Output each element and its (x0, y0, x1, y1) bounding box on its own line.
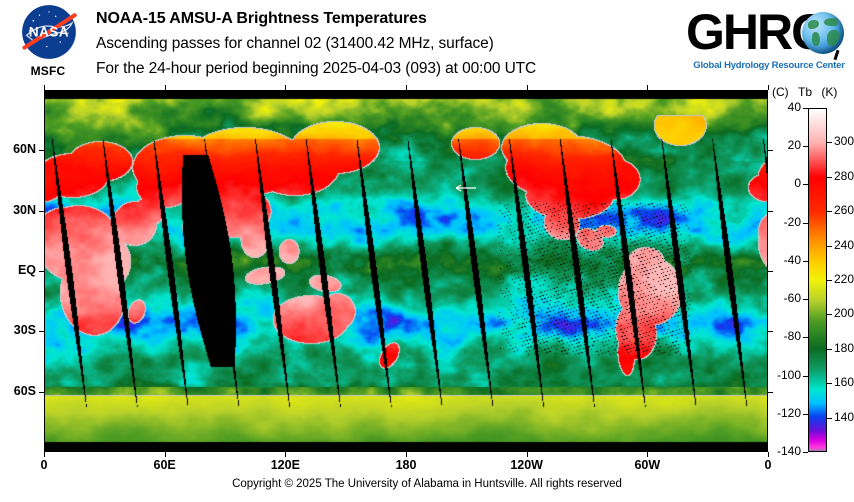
colorbar-tick-mark (803, 299, 808, 301)
channel-subtitle: Ascending passes for channel 02 (31400.4… (96, 35, 494, 52)
map-raster (45, 91, 767, 451)
colorbar-celsius-tick: -140 (776, 444, 801, 458)
x-axis-tick-label: 60W (634, 458, 661, 472)
colorbar-celsius-tick: -100 (776, 367, 801, 382)
header: NASA MSFC NOAA-15 AMSU-A Brightness Temp… (0, 0, 854, 88)
brightness-temperature-map[interactable] (44, 90, 768, 452)
colorbar-kelvin-tick: 160 (834, 375, 854, 390)
colorbar-celsius-tick: 20 (787, 138, 801, 153)
x-axis-tick-label: 60E (153, 458, 176, 472)
title-block: NOAA-15 AMSU-A Brightness Temperatures A… (96, 6, 666, 81)
colorbar-tick-mark (803, 375, 808, 377)
nasa-logo: NASA MSFC (14, 4, 82, 86)
svg-text:NASA: NASA (29, 24, 69, 39)
colorbar[interactable] (808, 108, 827, 452)
y-axis-tick-label: 30S (13, 323, 36, 338)
colorbar-kelvin-tick: 260 (834, 203, 854, 218)
x-axis-tick-mark (285, 85, 287, 90)
colorbar-celsius-tick: -40 (783, 252, 801, 267)
x-axis-tick-mark (406, 85, 407, 90)
colorbar-units: (C) Tb (K) (772, 85, 854, 99)
colorbar-tick-mark (803, 260, 808, 262)
x-axis-tick-mark (768, 85, 769, 90)
colorbar-tick-mark (827, 417, 832, 419)
y-axis-tick-mark (39, 150, 44, 152)
y-axis-tick-label: 60N (13, 142, 36, 157)
colorbar-tick-mark (827, 348, 832, 350)
y-axis-tick-mark (768, 210, 773, 212)
x-axis-tick-label: 0 (40, 458, 48, 472)
colorbar-tick-mark (803, 337, 808, 339)
y-axis-tick-mark (768, 391, 773, 393)
globe-icon (802, 12, 844, 54)
x-axis-tick-mark (44, 452, 45, 457)
x-axis-tick-mark (647, 85, 649, 90)
y-axis-tick-mark (768, 331, 773, 333)
colorbar-kelvin-tick: 280 (834, 168, 854, 183)
x-axis-tick-mark (526, 85, 528, 90)
colorbar-tick-mark (803, 222, 808, 224)
y-axis-tick-label: EQ (17, 263, 36, 277)
colorbar-unit-kelvin: (K) (821, 85, 838, 99)
colorbar-celsius-tick: -120 (776, 405, 801, 420)
x-axis-tick-mark (768, 452, 769, 457)
x-axis-tick-mark (164, 85, 166, 90)
x-axis-tick-mark (647, 452, 649, 457)
colorbar-tick-mark (803, 108, 808, 109)
colorbar-unit-celsius: (C) (772, 85, 789, 99)
x-axis-tick-mark (285, 452, 287, 457)
colorbar-tick-mark (827, 211, 832, 213)
ghrc-tagline: Global Hydrology Resource Center (693, 60, 845, 71)
colorbar-tick-mark (827, 280, 832, 281)
y-axis-tick-label: 30N (13, 202, 36, 217)
colorbar-symbol-tb: Tb (798, 85, 813, 99)
copyright-notice: Copyright © 2025 The University of Alaba… (232, 478, 622, 490)
colorbar-tick-mark (827, 314, 832, 316)
colorbar-tick-mark (827, 383, 832, 385)
x-axis-tick-label: 180 (395, 458, 417, 472)
x-axis-tick-label: 120E (270, 458, 300, 472)
x-axis-tick-mark (406, 452, 407, 457)
y-axis-tick-mark (39, 331, 44, 333)
x-axis-tick-mark (44, 85, 45, 90)
y-axis-tick-mark (768, 271, 773, 272)
y-axis-tick-label: 60S (13, 383, 36, 398)
colorbar-kelvin-tick: 220 (834, 272, 854, 286)
y-axis-tick-mark (768, 150, 773, 152)
x-axis-tick-label: 0 (764, 458, 772, 472)
y-axis-tick-mark (39, 391, 44, 393)
y-axis-tick-mark (39, 271, 44, 272)
colorbar-gradient (808, 108, 827, 452)
colorbar-celsius-tick: -80 (783, 329, 801, 344)
colorbar-tick-mark (827, 142, 832, 144)
nasa-center-label: MSFC (30, 64, 66, 78)
period-subtitle: For the 24-hour period beginning 2025-04… (96, 60, 537, 77)
x-axis-tick-label: 120W (510, 458, 543, 472)
colorbar-celsius-tick: -60 (783, 291, 801, 306)
colorbar-kelvin-tick: 240 (834, 237, 854, 252)
colorbar-kelvin-tick: 140 (834, 409, 854, 424)
colorbar-celsius-tick: 0 (794, 176, 801, 191)
page-title: NOAA-15 AMSU-A Brightness Temperatures (96, 10, 427, 27)
colorbar-kelvin-tick: 300 (834, 134, 854, 149)
y-axis-tick-mark (39, 210, 44, 212)
colorbar-kelvin-tick: 180 (834, 340, 854, 355)
nasa-meatball-icon: NASA (22, 5, 77, 59)
colorbar-celsius-tick: -20 (783, 214, 801, 229)
colorbar-tick-mark (803, 452, 808, 453)
colorbar-kelvin-tick: 200 (834, 306, 854, 321)
cursor-arrow-icon (455, 184, 476, 192)
colorbar-tick-mark (827, 176, 832, 178)
colorbar-tick-mark (803, 184, 808, 186)
colorbar-tick-mark (803, 146, 808, 148)
x-axis-tick-mark (164, 452, 166, 457)
colorbar-tick-mark (803, 413, 808, 415)
colorbar-tick-mark (827, 245, 832, 247)
colorbar-celsius-tick: 40 (787, 100, 801, 114)
ghrc-logo: GHRC Global Hydrology Resource Center (686, 6, 850, 80)
x-axis-tick-mark (526, 452, 528, 457)
